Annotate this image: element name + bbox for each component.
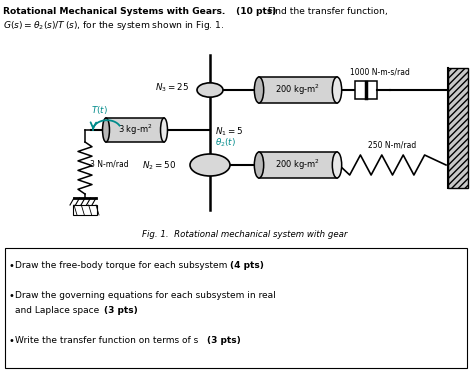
Ellipse shape [102, 118, 109, 142]
Text: $T(t)$: $T(t)$ [91, 104, 108, 116]
Text: •: • [9, 261, 15, 271]
Text: Rotational Mechanical Systems with Gears.: Rotational Mechanical Systems with Gears… [3, 7, 225, 16]
Text: 200 kg-m$^2$: 200 kg-m$^2$ [275, 83, 320, 97]
Text: Write the transfer function on terms of s: Write the transfer function on terms of … [15, 336, 201, 345]
Text: 1000 N-m-s/rad: 1000 N-m-s/rad [350, 67, 410, 76]
Bar [259, 77, 337, 103]
Text: and Laplace space: and Laplace space [15, 306, 102, 315]
Text: $\theta_2(t)$: $\theta_2(t)$ [215, 137, 236, 149]
Text: 200 kg-m$^2$: 200 kg-m$^2$ [275, 158, 320, 172]
Ellipse shape [197, 83, 223, 97]
Text: (3 pts): (3 pts) [207, 336, 241, 345]
Text: $N_1 = 5$: $N_1 = 5$ [215, 126, 243, 138]
Text: •: • [9, 336, 15, 346]
Ellipse shape [161, 118, 167, 142]
Ellipse shape [332, 152, 342, 178]
Ellipse shape [190, 154, 230, 176]
Text: 250 N-m/rad: 250 N-m/rad [368, 140, 417, 149]
Bar [106, 118, 164, 142]
Text: $N_3 = 25$: $N_3 = 25$ [155, 82, 189, 94]
Text: Find the transfer function,: Find the transfer function, [265, 7, 388, 16]
Ellipse shape [255, 152, 264, 178]
Ellipse shape [332, 77, 342, 103]
Text: •: • [9, 291, 15, 301]
Text: (10 pts): (10 pts) [233, 7, 276, 16]
Text: 3 kg-m$^2$: 3 kg-m$^2$ [118, 123, 152, 137]
Bar [448, 68, 468, 188]
Bar [355, 81, 377, 99]
Ellipse shape [255, 77, 264, 103]
Text: Fig. 1.  Rotational mechanical system with gear: Fig. 1. Rotational mechanical system wit… [142, 230, 348, 239]
Text: $N_2 = 50$: $N_2 = 50$ [142, 160, 176, 172]
Text: (4 pts): (4 pts) [230, 261, 264, 270]
Bar [259, 152, 337, 178]
Bar [73, 205, 97, 215]
Bar [5, 248, 467, 368]
Text: 3 N-m/rad: 3 N-m/rad [90, 159, 128, 169]
Text: Draw the free-body torque for each subsystem: Draw the free-body torque for each subsy… [15, 261, 230, 270]
Text: Draw the governing equations for each subsystem in real: Draw the governing equations for each su… [15, 291, 276, 300]
Text: (3 pts): (3 pts) [104, 306, 138, 315]
Text: $G(s) = \theta_2(s)/T\,(s)$, for the system shown in Fig. 1.: $G(s) = \theta_2(s)/T\,(s)$, for the sys… [3, 19, 225, 32]
